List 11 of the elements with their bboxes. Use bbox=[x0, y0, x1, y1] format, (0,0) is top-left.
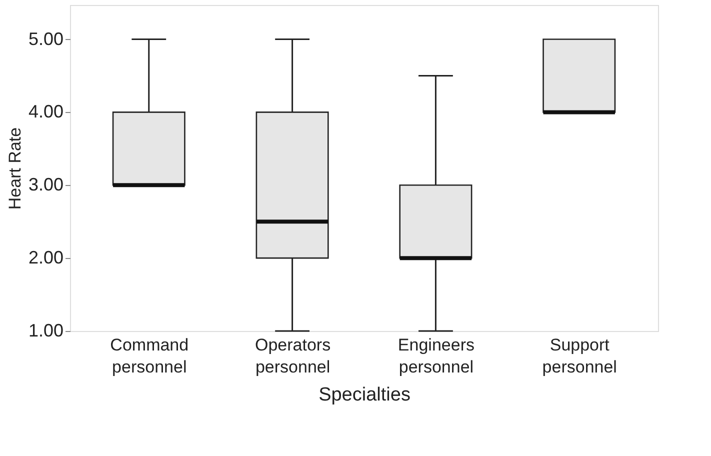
y-tick-label: 4.00 bbox=[28, 102, 64, 122]
x-tick-label: Command personnel bbox=[110, 336, 189, 376]
y-tick-label: 5.00 bbox=[28, 28, 64, 49]
x-tick-label: Support personnel bbox=[542, 336, 617, 376]
x-tick-label: Engineers personnel bbox=[398, 336, 474, 376]
y-tick-label: 3.00 bbox=[28, 174, 64, 195]
x-tick-label: Operators personnel bbox=[254, 336, 331, 376]
y-tick-label: 2.00 bbox=[28, 248, 64, 268]
y-tick-label: 1.00 bbox=[28, 320, 64, 340]
y-axis-title: Heart Rate bbox=[5, 127, 24, 210]
x-axis-title: Specialties bbox=[318, 384, 410, 406]
